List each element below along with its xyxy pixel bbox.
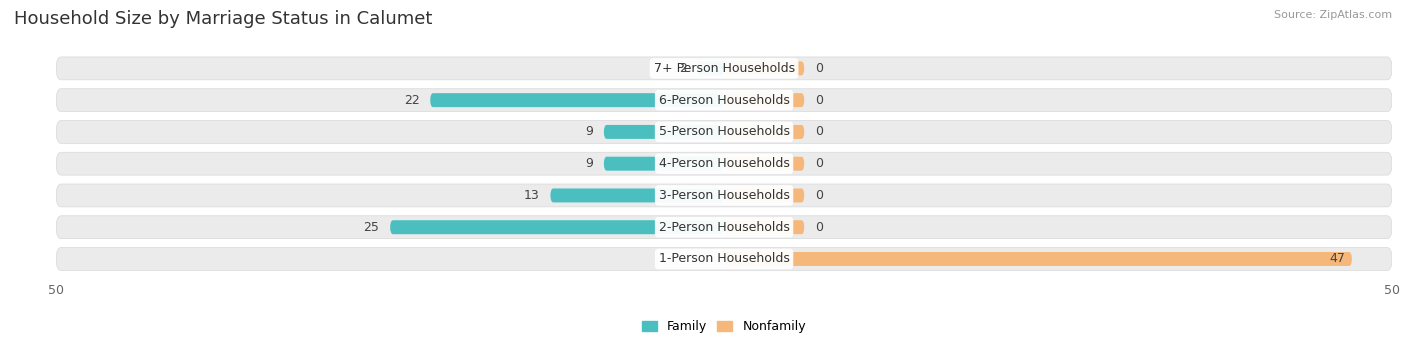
FancyBboxPatch shape — [605, 157, 724, 170]
Text: 47: 47 — [1329, 252, 1346, 266]
Text: Household Size by Marriage Status in Calumet: Household Size by Marriage Status in Cal… — [14, 10, 433, 28]
FancyBboxPatch shape — [56, 89, 1392, 112]
Text: Source: ZipAtlas.com: Source: ZipAtlas.com — [1274, 10, 1392, 20]
FancyBboxPatch shape — [605, 125, 724, 139]
Text: 0: 0 — [815, 189, 823, 202]
Text: 3-Person Households: 3-Person Households — [658, 189, 790, 202]
FancyBboxPatch shape — [724, 157, 804, 170]
FancyBboxPatch shape — [724, 125, 804, 139]
FancyBboxPatch shape — [56, 248, 1392, 270]
Text: 1-Person Households: 1-Person Households — [658, 252, 790, 266]
FancyBboxPatch shape — [56, 216, 1392, 239]
Text: 2: 2 — [679, 62, 686, 75]
FancyBboxPatch shape — [56, 152, 1392, 175]
Text: 25: 25 — [364, 221, 380, 234]
Text: 9: 9 — [585, 125, 593, 138]
Text: 7+ Person Households: 7+ Person Households — [654, 62, 794, 75]
Text: 5-Person Households: 5-Person Households — [658, 125, 790, 138]
Text: 13: 13 — [524, 189, 540, 202]
FancyBboxPatch shape — [724, 220, 804, 234]
FancyBboxPatch shape — [724, 93, 804, 107]
Text: 22: 22 — [404, 94, 419, 107]
Text: 2-Person Households: 2-Person Households — [658, 221, 790, 234]
Text: 0: 0 — [815, 221, 823, 234]
FancyBboxPatch shape — [724, 189, 804, 203]
Text: 0: 0 — [815, 62, 823, 75]
Text: 0: 0 — [815, 94, 823, 107]
Text: 0: 0 — [815, 157, 823, 170]
FancyBboxPatch shape — [56, 120, 1392, 143]
FancyBboxPatch shape — [697, 61, 724, 75]
Text: 9: 9 — [585, 157, 593, 170]
FancyBboxPatch shape — [56, 57, 1392, 80]
FancyBboxPatch shape — [56, 184, 1392, 207]
Text: 0: 0 — [815, 125, 823, 138]
FancyBboxPatch shape — [391, 220, 724, 234]
Text: 4-Person Households: 4-Person Households — [658, 157, 790, 170]
FancyBboxPatch shape — [724, 252, 1353, 266]
FancyBboxPatch shape — [724, 61, 804, 75]
FancyBboxPatch shape — [430, 93, 724, 107]
FancyBboxPatch shape — [551, 189, 724, 203]
Text: 6-Person Households: 6-Person Households — [658, 94, 790, 107]
Legend: Family, Nonfamily: Family, Nonfamily — [637, 315, 811, 338]
